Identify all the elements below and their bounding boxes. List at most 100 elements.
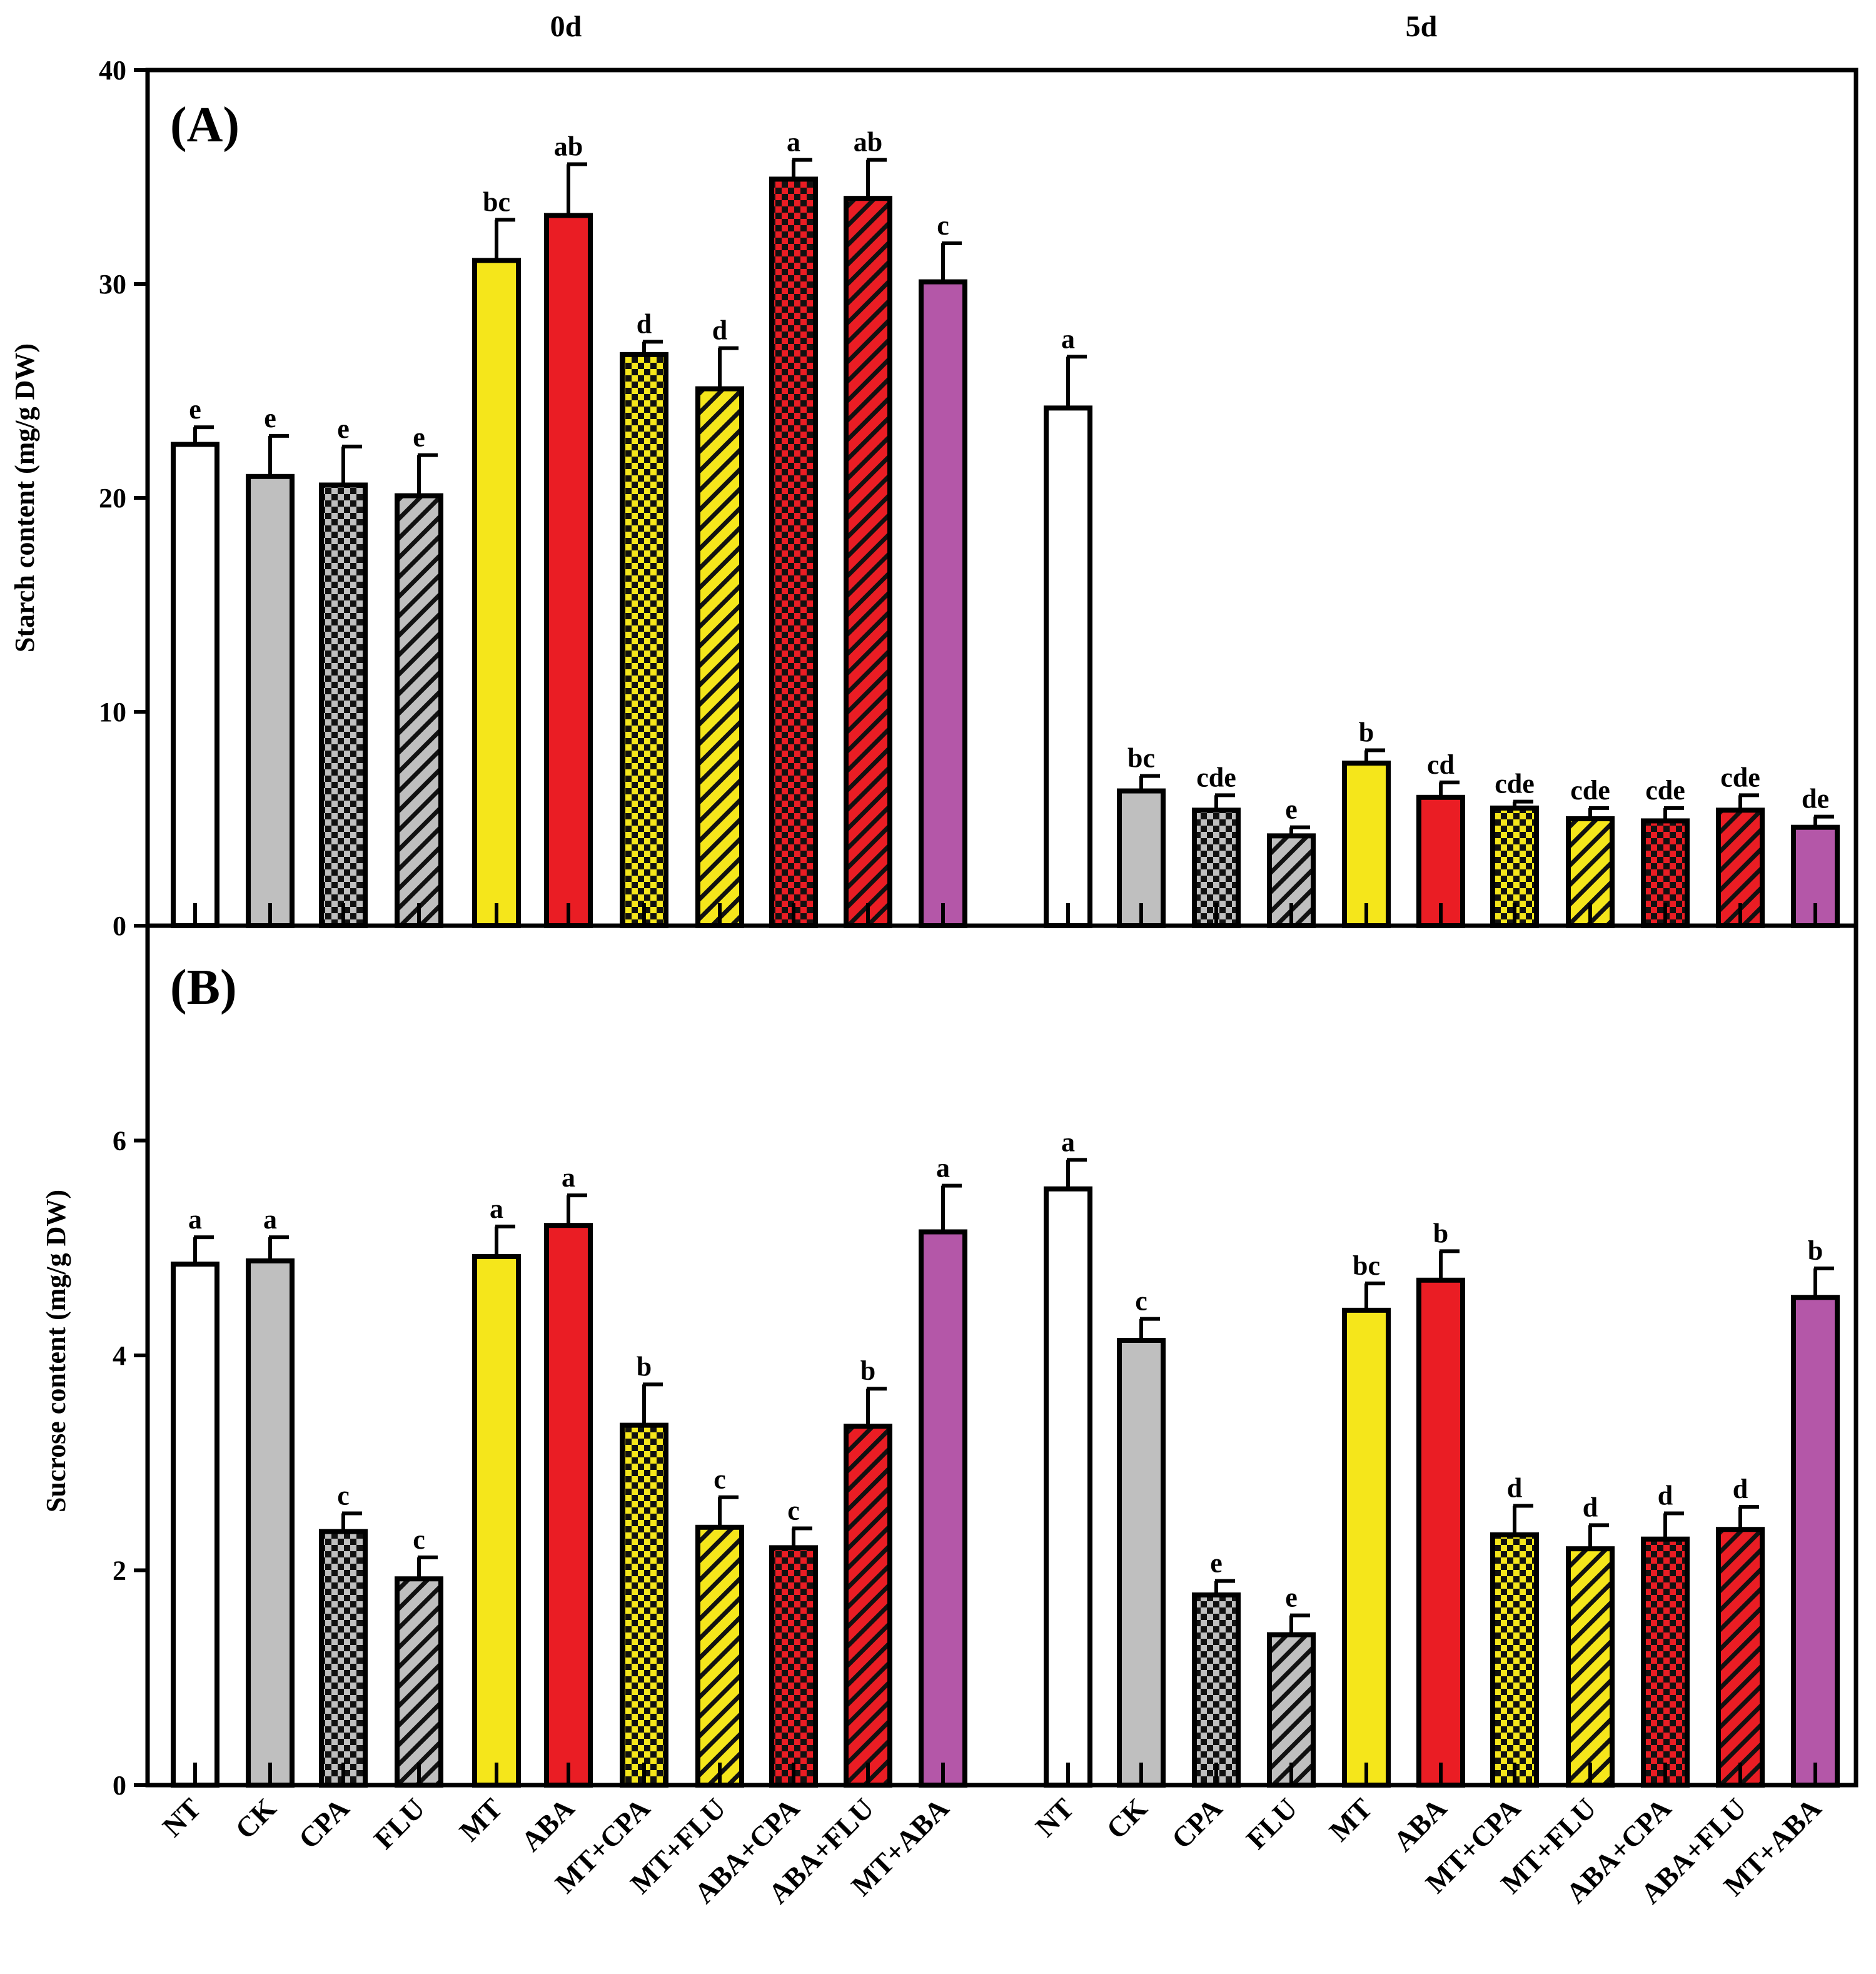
bar-flu-0d [395,493,443,928]
significance-letter: e [1210,1548,1223,1579]
day-label-0d: 0d [550,10,582,43]
bar-aba-5d [1416,1277,1465,1788]
significance-letter: a [787,127,800,158]
significance-letter: a [1061,1126,1075,1157]
bar-mt-cpa-0d [620,352,668,928]
significance-letter: e [337,413,350,444]
bar-mt-aba-5d [1791,1295,1840,1788]
significance-letter: c [714,1464,726,1495]
significance-letter: c [1135,1286,1147,1317]
bar-mt-flu-0d [695,1524,744,1788]
bar-mt-0d [472,258,521,928]
significance-letter: cde [1495,769,1535,799]
significance-letter: cde [1196,762,1236,792]
significance-letter: d [1658,1480,1673,1511]
bar-mt-cpa-5d [1490,1532,1539,1788]
bar-mt-5d [1342,1307,1391,1788]
significance-letter: ab [554,131,583,161]
significance-letter: d [712,315,727,346]
significance-letter: cd [1427,749,1455,780]
significance-letter: bc [1353,1250,1380,1281]
x-category-label: CPA [1166,1792,1228,1855]
x-category-label: ABA [515,1792,580,1858]
significance-letter: c [413,1524,425,1555]
y-axis-title-a: Starch content (mg/g DW) [9,343,40,652]
day-label-5d: 5d [1406,10,1438,43]
x-category-label: ABA [1387,1792,1453,1858]
bar-mt-0d [472,1253,521,1788]
y-tick-label: 40 [99,55,126,86]
bar-nt-5d [1044,1186,1092,1788]
y-tick-label: 4 [113,1340,126,1371]
bar-aba-cpa-0d [769,1545,818,1788]
significance-letter: bc [1127,743,1155,774]
significance-letter: e [189,394,201,425]
bar-cpa-0d [319,1529,368,1788]
bar-nt-0d [171,1262,219,1788]
significance-letter: d [1733,1474,1748,1504]
bar-flu-0d [395,1576,443,1788]
y-tick-label: 20 [99,483,126,514]
bar-aba-flu-0d [844,196,892,929]
y-tick-label: 2 [113,1556,126,1586]
significance-letter: b [637,1351,652,1382]
significance-letter: d [1507,1472,1522,1503]
significance-letter: cde [1720,762,1760,792]
significance-letter: ab [854,127,882,158]
bar-mt-flu-5d [1566,1546,1615,1788]
significance-letter: c [787,1496,800,1526]
bar-nt-5d [1044,405,1092,928]
bar-ck-0d [246,473,295,928]
significance-letter: a [1061,323,1075,354]
significance-letter: d [637,308,652,339]
bar-aba-flu-5d [1716,1527,1765,1788]
y-tick-label: 30 [99,269,126,300]
y-tick-label: 10 [99,697,126,727]
significance-letter: cde [1645,775,1685,806]
bar-cpa-5d [1192,1592,1241,1788]
x-category-label: NT [1029,1792,1080,1843]
significance-letter: bc [483,186,510,217]
x-category-label: CK [229,1792,282,1845]
significance-letter: de [1802,784,1829,814]
significance-letter: a [490,1193,503,1224]
x-category-label: FLU [368,1792,431,1855]
significance-letter: c [337,1480,350,1511]
significance-letter: e [1285,1582,1298,1613]
bar-mt-cpa-0d [620,1422,668,1788]
bar-ck-5d [1117,1337,1166,1788]
x-category-label: NT [156,1792,207,1843]
bar-flu-5d [1267,1632,1316,1788]
bar-mt-5d [1342,761,1391,928]
panel-label-b: (B) [170,960,237,1015]
significance-letter: a [188,1204,202,1235]
y-tick-label: 0 [113,911,126,941]
bar-nt-0d [171,442,219,928]
x-category-label: CK [1100,1792,1153,1845]
significance-letter: c [937,210,949,241]
y-axis-title-b: Sucrose content (mg/g DW) [41,1190,71,1512]
significance-letter: a [263,1204,277,1235]
significance-letter: b [1433,1218,1448,1248]
bar-ck-0d [246,1258,295,1788]
bar-aba-0d [544,1223,593,1788]
significance-letter: b [1808,1235,1823,1266]
significance-letter: cde [1570,775,1610,806]
significance-letter: a [562,1162,575,1193]
significance-letter: e [264,403,276,433]
panel-label-a: (A) [170,98,240,153]
y-tick-label: 0 [113,1770,126,1801]
bar-mt-aba-0d [919,1229,967,1788]
bar-mt-aba-0d [919,279,967,929]
significance-letter: e [413,422,425,453]
significance-letter: b [1359,717,1374,748]
bar-aba-flu-5d [1716,807,1765,928]
bar-aba-0d [544,213,593,928]
significance-letter: e [1285,794,1298,825]
significance-letter: a [936,1153,950,1183]
x-category-label: FLU [1240,1792,1303,1855]
significance-letter: b [860,1355,875,1386]
x-category-label: MT [453,1792,508,1847]
bar-aba-flu-0d [844,1424,892,1788]
